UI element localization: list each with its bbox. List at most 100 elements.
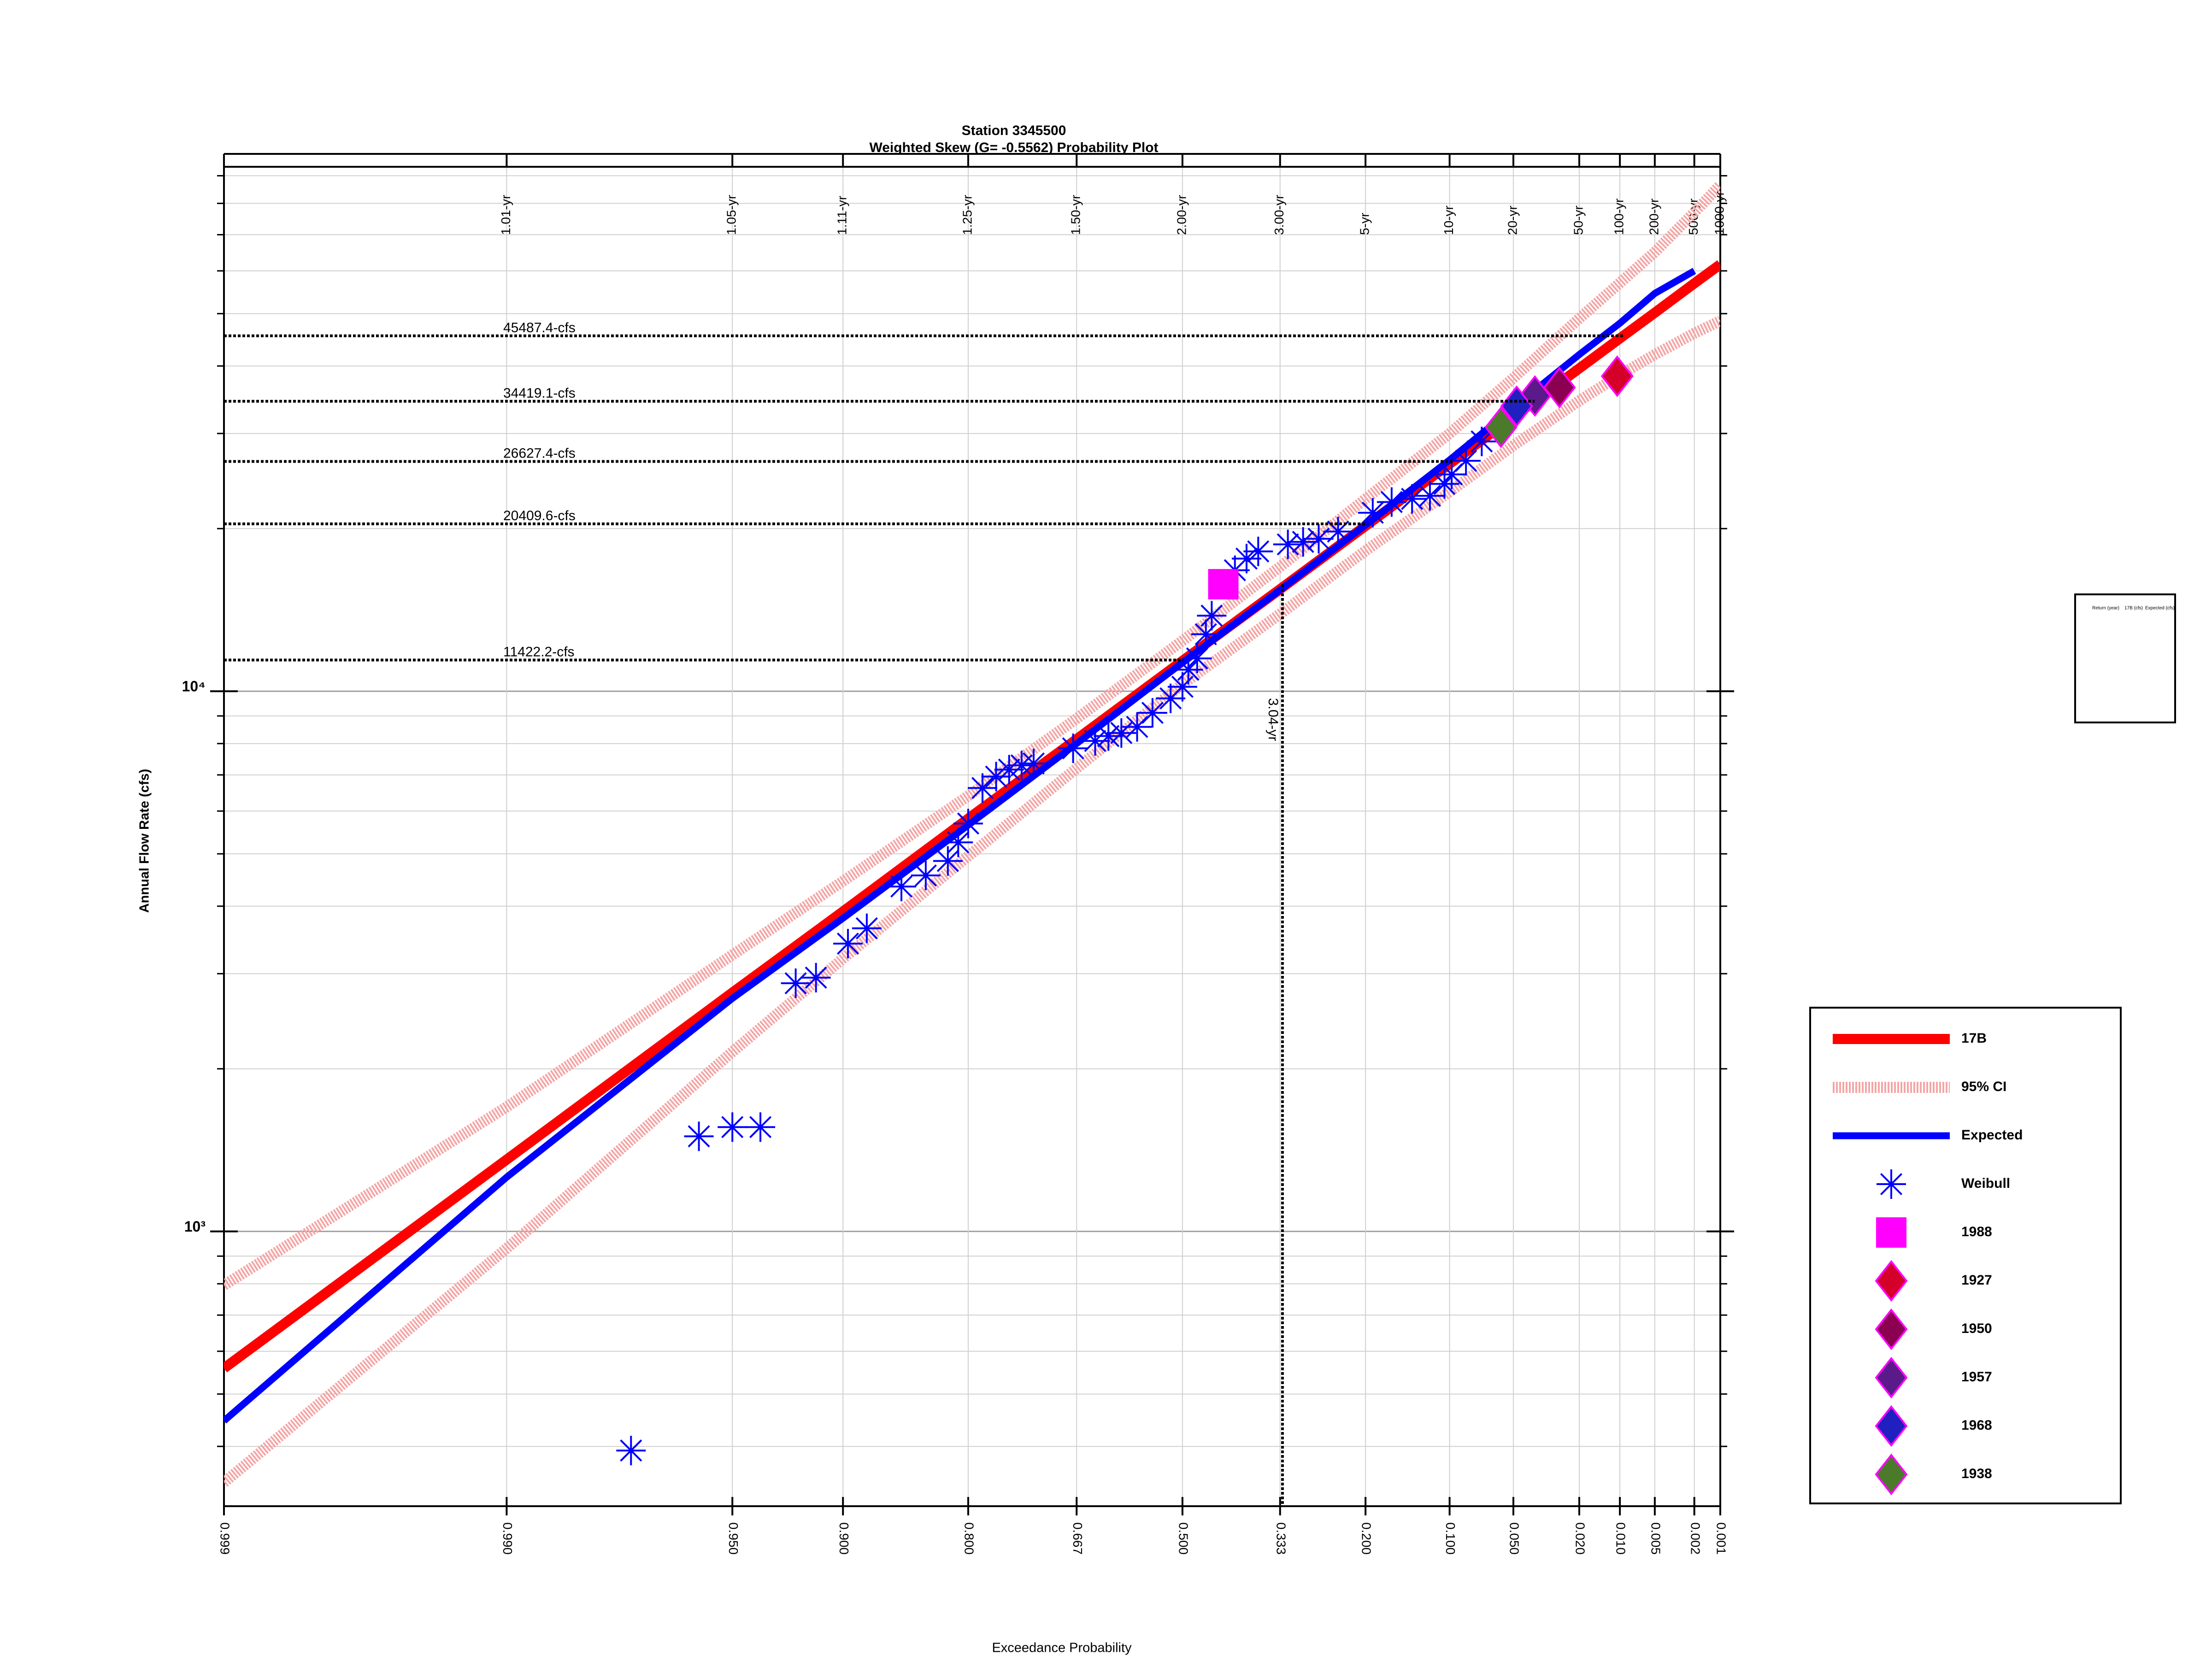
legend-label: 1968	[1961, 1418, 1992, 1433]
weibull-point	[953, 809, 983, 839]
x2-tick-label: 1.50-yr	[1069, 195, 1083, 235]
x2-tick-label: 1.05-yr	[724, 195, 739, 235]
weibull-point	[1397, 484, 1427, 514]
x2-tick-label: 1000-yr	[1712, 191, 1726, 235]
x-tick-label: 0.020	[1573, 1522, 1588, 1555]
weibull-point	[1273, 529, 1303, 559]
x2-tick-label: 5-yr	[1358, 213, 1372, 235]
weibull-point	[1080, 726, 1110, 756]
x-tick-label: 0.900	[837, 1522, 851, 1555]
weibull-point	[1288, 527, 1318, 557]
legend-label: 1927	[1961, 1273, 1992, 1288]
x-tick-label: 0.005	[1648, 1522, 1663, 1555]
weibull-point	[1058, 734, 1088, 763]
weibull-point	[1094, 721, 1124, 751]
legend-label: 95% CI	[1961, 1079, 2006, 1094]
weibull-point	[833, 929, 863, 959]
legend-label: Weibull	[1961, 1176, 2010, 1191]
x2-tick-label: 200-yr	[1647, 199, 1661, 235]
historic-point	[1500, 385, 1533, 427]
weibull-point	[887, 872, 917, 902]
legend-symbol	[1875, 1453, 1908, 1496]
x-tick-label: 0.800	[962, 1522, 977, 1555]
weibull-point	[1122, 712, 1152, 742]
weibull-point	[911, 861, 941, 891]
weibull-point	[1415, 481, 1445, 511]
weibull-point	[1137, 698, 1167, 728]
x-tick-label: 0.999	[218, 1522, 232, 1555]
historic-point	[1484, 406, 1518, 448]
x2-tick-label: 3.00-yr	[1272, 195, 1286, 235]
x2-tick-label: 50-yr	[1571, 205, 1585, 235]
weibull-point	[1243, 536, 1273, 566]
inset-header: Expected (cfs)	[2145, 606, 2175, 611]
x-tick-label: 0.990	[500, 1522, 515, 1555]
weibull-point	[1018, 748, 1048, 778]
inset-table-box	[2074, 593, 2176, 723]
weibull-point	[1197, 601, 1227, 631]
x-tick-label: 0.050	[1507, 1522, 1522, 1555]
weibull-point	[1106, 718, 1136, 748]
inset-header: Return (year)	[2092, 606, 2119, 611]
x-tick-label: 0.002	[1688, 1522, 1702, 1555]
weibull-point	[943, 828, 973, 857]
weibull-point	[852, 913, 882, 943]
inset-table: Return (year) 17B (cfs) Expected (cfs)	[2074, 593, 2176, 723]
weibull-point	[1451, 446, 1481, 476]
x-tick-label: 0.667	[1071, 1522, 1085, 1555]
y-axis-title: Annual Flow Rate (cfs)	[137, 769, 152, 913]
plot-area	[224, 181, 1720, 1487]
annotation-label: 11422.2-cfs	[503, 644, 575, 659]
x-tick-label: 0.001	[1714, 1522, 1729, 1555]
x2-tick-label: 20-yr	[1505, 205, 1519, 235]
weibull-point	[1377, 487, 1406, 517]
x-tick-label: 0.333	[1274, 1522, 1288, 1555]
annotation-label: 26627.4-cfs	[503, 446, 576, 461]
x-tick-label: 0.100	[1443, 1522, 1458, 1555]
weibull-point	[1167, 672, 1197, 702]
weibull-point	[801, 963, 831, 992]
x2-tick-label: 10-yr	[1441, 205, 1456, 235]
x2-tick-label: 100-yr	[1612, 199, 1626, 235]
ci-line	[224, 181, 1720, 1290]
weibull-point	[1006, 751, 1036, 781]
legend-label: Expected	[1961, 1127, 2023, 1143]
x2-tick-label: 1.01-yr	[499, 195, 513, 235]
legend-label: 1950	[1961, 1321, 1992, 1336]
weibull-point	[1323, 516, 1353, 546]
chart-subtitle: Weighted Skew (G= -0.5562) Probability P…	[869, 140, 1158, 155]
legend-label: 17B	[1961, 1031, 1987, 1046]
legend-label: 1988	[1961, 1224, 1992, 1239]
weibull-point	[1304, 524, 1334, 554]
weibull-point	[994, 755, 1024, 785]
x2-tick-label: 1.25-yr	[960, 195, 974, 235]
annotation-label: 45487.4-cfs	[503, 320, 576, 335]
annotation-label: 3.04-yr	[1265, 698, 1281, 741]
weibull-point	[781, 968, 811, 998]
chart-title: Station 3345500	[962, 123, 1066, 138]
weibull-point	[718, 1112, 747, 1142]
weibull-point	[1467, 427, 1497, 457]
historic-point	[1600, 355, 1634, 397]
weibull-point	[1437, 459, 1467, 489]
legend-symbol	[1875, 1260, 1908, 1302]
annotation-label: 20409.6-cfs	[503, 508, 576, 523]
series-line	[224, 268, 1696, 1424]
historic-point	[1208, 569, 1239, 599]
legend-symbol	[1875, 1405, 1908, 1447]
weibull-point	[1191, 619, 1221, 649]
x-tick-label: 0.950	[726, 1522, 741, 1555]
inset-header: 17B (cfs)	[2124, 606, 2143, 611]
weibull-point	[616, 1436, 646, 1466]
weibull-point	[1430, 469, 1459, 499]
weibull-point	[968, 773, 998, 803]
x-tick-label: 0.500	[1177, 1522, 1191, 1555]
weibull-point	[933, 846, 963, 876]
weibull-point	[1358, 498, 1388, 528]
weibull-point	[1156, 683, 1186, 713]
weibull-point	[981, 762, 1011, 792]
y-tick-label: 10⁴	[182, 678, 206, 695]
x-tick-label: 0.010	[1614, 1522, 1628, 1555]
